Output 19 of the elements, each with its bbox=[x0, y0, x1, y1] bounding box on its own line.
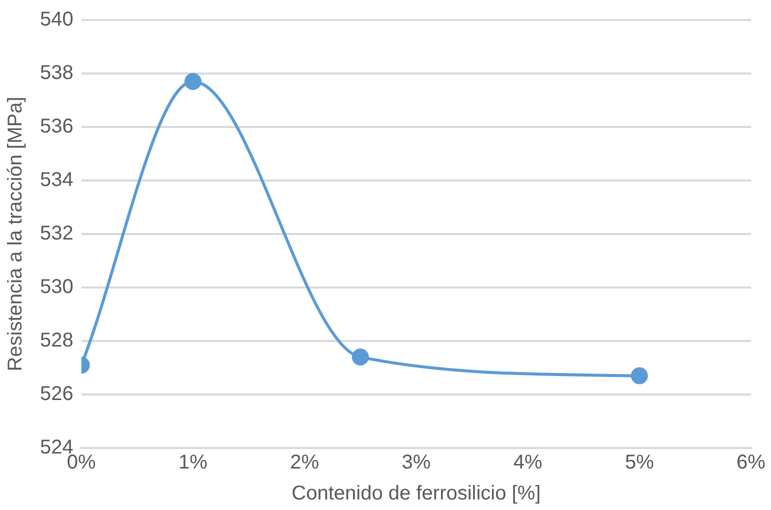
x-tick-label: 3% bbox=[402, 452, 431, 474]
point bbox=[630, 367, 648, 384]
y-tick-label: 530 bbox=[40, 276, 74, 298]
y-tick-label: 532 bbox=[40, 222, 74, 245]
x-tick-label: 6% bbox=[736, 452, 766, 474]
x-axis-title: Contenido de ferrosilicio [%] bbox=[292, 482, 541, 505]
y-tick-label: 528 bbox=[40, 330, 74, 352]
x-tick-label: 5% bbox=[624, 452, 654, 474]
y-tick-label: 536 bbox=[40, 116, 74, 138]
x-tick-label: 1% bbox=[178, 452, 208, 474]
point bbox=[352, 348, 369, 366]
x-tick-label: 2% bbox=[290, 452, 320, 474]
point bbox=[184, 73, 202, 90]
y-tick-label: 534 bbox=[40, 169, 74, 192]
y-tick-label: 538 bbox=[40, 62, 74, 84]
x-tick-label: 4% bbox=[513, 452, 542, 474]
y-tick-label: 540 bbox=[40, 8, 74, 31]
y-axis-title: Resistencia a la tracción [MPa] bbox=[4, 96, 27, 372]
y-tick-label: 526 bbox=[40, 383, 74, 406]
